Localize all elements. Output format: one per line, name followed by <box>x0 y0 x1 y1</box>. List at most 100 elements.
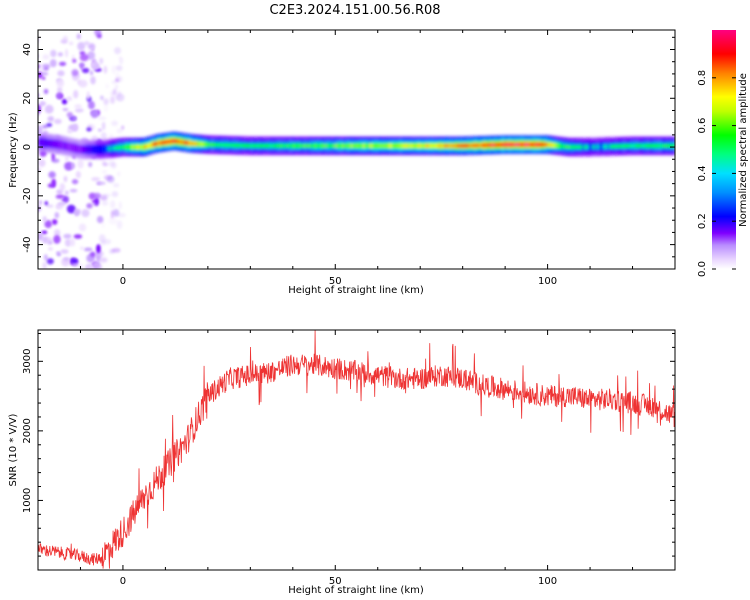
spectrogram-band-cell <box>154 141 158 146</box>
spectrogram-band-cell <box>250 143 254 148</box>
spectrogram-band-cell <box>167 139 171 144</box>
spectrogram-x-label: Height of straight line (km) <box>288 285 424 296</box>
spectrogram-noise-blob <box>33 126 36 131</box>
spectrogram-band-cell <box>324 143 328 148</box>
spectrogram-band-cell <box>551 143 555 148</box>
spectrogram-band-cell <box>93 144 96 155</box>
spectrogram-band-cell <box>517 142 521 147</box>
spectrogram-noise-blob <box>100 132 107 141</box>
spectrogram-band-cell <box>237 143 241 148</box>
spectrogram-band-cell <box>335 143 338 148</box>
spectrogram-band-cell <box>322 143 326 148</box>
spectrogram-band-cell <box>488 143 491 148</box>
spectrogram-noise-blob <box>75 171 82 179</box>
spectrogram-noise-blob <box>38 232 44 241</box>
spectrogram-noise-blob <box>73 234 83 239</box>
spectrogram-band-cell <box>617 144 621 149</box>
spectrogram-noise-blob <box>41 76 46 80</box>
spectrogram-band-cell <box>356 143 360 148</box>
spectrogram-noise-blob <box>96 255 101 264</box>
spectrogram-band <box>38 131 675 159</box>
spectrogram-band-cell <box>52 139 56 149</box>
spectrogram-band-cell <box>541 142 544 147</box>
spectrogram-band-cell <box>203 142 207 147</box>
spectrogram-noise-blob <box>54 212 60 219</box>
spectrogram-noise-blob <box>43 66 49 71</box>
spectrogram-noise-blob <box>65 48 69 58</box>
spectrogram-noise-blob <box>47 247 53 251</box>
spectrogram-band-cell <box>197 141 200 146</box>
spectrogram-band-cell <box>256 143 260 148</box>
spectrogram-noise-blob <box>109 133 114 140</box>
spectrogram-band-cell <box>294 143 298 148</box>
spectrogram-noise-blob <box>41 71 49 76</box>
spectrogram-band-cell <box>199 142 203 147</box>
spectrogram-band-cell <box>505 142 508 147</box>
spectrogram-noise-blob <box>119 57 124 65</box>
spectrogram-band-cell <box>246 143 249 148</box>
spectrogram-noise-blob <box>112 183 120 188</box>
spectrogram-band-cell <box>178 139 181 144</box>
colorbar-tick-label: 0.4 <box>697 165 708 181</box>
spectrogram-band-cell <box>59 139 62 150</box>
spectrogram-band-cell <box>615 144 619 149</box>
spectrogram-band-cell <box>367 143 370 148</box>
spectrogram-noise-blob <box>66 111 74 118</box>
spectrogram-band-cell <box>456 143 460 148</box>
spectrogram-noise-blob <box>53 235 61 244</box>
spectrogram-band-cell <box>458 143 462 148</box>
colorbar-tick-label: 0.2 <box>697 213 708 229</box>
spectrogram-band-cell <box>553 143 557 148</box>
spectrogram-noise-blob <box>61 98 68 105</box>
spectrogram-band-cell <box>432 143 436 148</box>
spectrogram-band-cell <box>581 142 585 152</box>
spectrogram-noise-blob <box>86 91 90 100</box>
spectrogram-band-cell <box>61 140 65 151</box>
spectrogram-band-cell <box>435 143 438 148</box>
spectrogram-band-cell <box>137 145 141 150</box>
spectrogram-band-cell <box>233 143 237 148</box>
spectrogram-band-cell <box>373 143 377 148</box>
spectrogram-band-cell <box>299 143 302 148</box>
spectrogram-band-cell <box>624 144 627 149</box>
spectrogram-band-cell <box>503 142 506 147</box>
spectrogram-band-cell <box>381 143 385 148</box>
spectrogram-noise-blob <box>96 244 101 254</box>
spectrogram-band-cell <box>392 143 396 148</box>
spectrogram-band-cell <box>405 143 409 148</box>
spectrogram-noise-blob <box>88 161 93 168</box>
spectrogram-noise-blob <box>78 223 87 232</box>
spectrogram-band-cell <box>645 143 648 148</box>
spectrogram-noise-blob <box>60 249 69 254</box>
spectrogram-band-cell <box>248 143 251 148</box>
spectrogram-band-cell <box>176 139 179 144</box>
spectrogram-noise-blob <box>69 238 76 247</box>
spectrogram-band-cell <box>658 143 661 148</box>
spectrogram-band-cell <box>161 140 164 145</box>
spectrogram-noise-blob <box>33 54 38 58</box>
spectrogram-band-cell <box>384 143 387 148</box>
spectrogram-noise <box>33 30 126 269</box>
spectrogram-band-cell <box>396 143 400 148</box>
spectrogram-noise-blob <box>70 258 78 264</box>
spectrogram-y-label: Frequency (Hz) <box>8 112 19 188</box>
spectrogram-band-cell <box>428 143 432 148</box>
spectrogram-noise-blob <box>33 84 36 91</box>
spectrogram-band-cell <box>193 141 196 146</box>
spectrogram-band-cell <box>607 141 610 152</box>
spectrogram-band-cell <box>173 139 177 144</box>
spectrogram-band-cell <box>331 143 334 148</box>
spectrogram-band-cell <box>672 143 675 148</box>
spectrogram-band-cell <box>222 143 226 148</box>
spectrogram-band-cell <box>666 143 670 148</box>
spectrogram-band-cell <box>445 143 449 148</box>
spectrogram-noise-blob <box>91 177 101 182</box>
spectrogram-band-cell <box>99 144 103 155</box>
spectrogram-band-cell <box>411 143 415 148</box>
spectrogram-band-cell <box>339 143 343 148</box>
spectrogram-band-cell <box>348 143 351 148</box>
spectrogram-band-cell <box>42 137 45 148</box>
spectrogram-band-cell <box>120 145 124 150</box>
spectrogram-y-ticks: -40 -20 0 20 40 <box>22 36 675 270</box>
spectrogram-noise-blob <box>64 161 73 171</box>
